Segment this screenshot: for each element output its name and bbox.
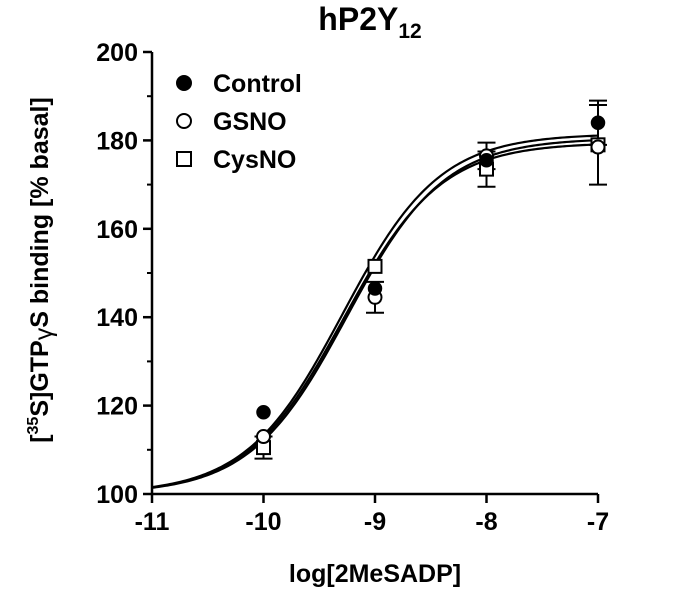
y-axis-label: [35S]GTPγS binding [% basal]: [25, 97, 58, 443]
x-tick-label: -7: [587, 508, 609, 536]
x-tick-label: -10: [245, 508, 281, 536]
y-tick-label: 160: [96, 216, 138, 244]
y-tick-label: 100: [96, 481, 138, 509]
fit-curve: [151, 134, 599, 489]
y-tick-label: 200: [96, 39, 138, 67]
data-point-control: [256, 404, 271, 420]
data-point-control: [479, 153, 494, 168]
y-axis-label-gamma: γ: [30, 327, 58, 340]
y-axis-label-open: [: [26, 434, 54, 443]
x-tick-label: -11: [135, 508, 170, 536]
legend-label-gsno: GSNO: [213, 108, 287, 136]
chart-title-main: hP2Y: [318, 1, 398, 37]
x-axis-label: log[2MeSADP]: [289, 560, 461, 588]
y-axis-label-end: S binding [% basal]: [26, 97, 54, 328]
y-axis-label-superscript: 35: [25, 417, 42, 435]
error-bars: [254, 99, 607, 460]
x-tick-label: -9: [364, 508, 386, 536]
legend-label-cysno: CysNO: [213, 146, 296, 174]
data-point-gsno: [256, 429, 271, 445]
data-point-cysno: [367, 258, 383, 274]
legend-marker-open-circle: [176, 113, 192, 129]
x-axis-ticks: -11 -10 -9 -8 -7: [135, 494, 609, 536]
fit-curve: [151, 143, 599, 489]
y-axis-ticks: 100 120 140 160 180 200: [96, 39, 152, 509]
legend-label-control: Control: [213, 70, 302, 98]
legend-marker-filled-circle: [176, 75, 192, 91]
y-tick-label: 140: [96, 304, 138, 332]
data-point-control: [590, 115, 606, 130]
y-tick-label: 120: [96, 393, 138, 421]
data-point-gsno: [590, 139, 606, 155]
chart-title-subscript: 12: [398, 20, 421, 43]
legend-item-gsno: GSNO: [176, 108, 287, 136]
y-axis-label-middle: S]GTP: [26, 340, 54, 416]
fit-curve: [151, 139, 599, 489]
data-point-control: [367, 281, 383, 296]
data-markers: [256, 115, 606, 456]
legend-item-cysno: CysNO: [176, 146, 296, 174]
x-tick-label: -8: [475, 508, 497, 536]
chart-title: hP2Y12: [318, 1, 421, 43]
y-tick-label: 180: [96, 127, 138, 155]
legend: Control GSNO CysNO: [176, 70, 302, 174]
legend-marker-open-square: [176, 151, 192, 167]
legend-item-control: Control: [176, 70, 302, 98]
